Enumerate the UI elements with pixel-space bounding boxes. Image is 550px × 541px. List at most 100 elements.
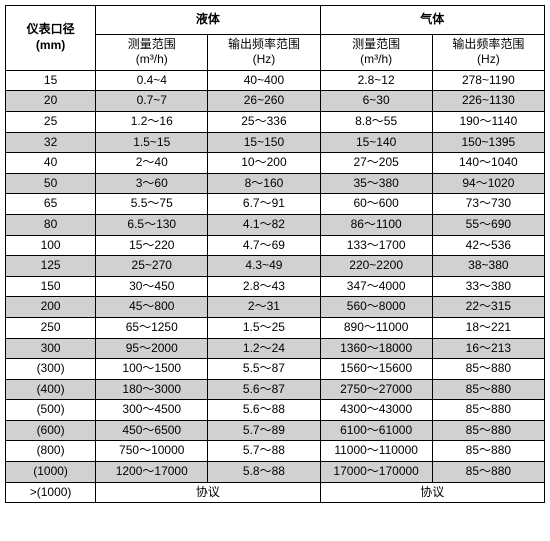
cell-diameter: 50: [6, 173, 96, 194]
header-gas: 气体: [320, 6, 544, 35]
table-row: 20045～8002～31560～800022～315: [6, 297, 545, 318]
table-header: 仪表口径 (mm) 液体 气体 测量范围 (m³/h) 输出频率范围 (Hz) …: [6, 6, 545, 71]
cell-diameter: 150: [6, 276, 96, 297]
table-row: >(1000)协议协议: [6, 482, 545, 503]
table-row: (500)300～45005.6～884300～4300085～880: [6, 400, 545, 421]
table-row: 806.5～1304.1～8286～110055～690: [6, 214, 545, 235]
cell-gas-range: 86～1100: [320, 214, 432, 235]
cell-gas-freq: 33～380: [432, 276, 544, 297]
cell-diameter: 125: [6, 256, 96, 277]
cell-liquid-freq: 5.6～87: [208, 379, 320, 400]
cell-gas-freq: 85～880: [432, 420, 544, 441]
cell-liquid-freq: 4.3~49: [208, 256, 320, 277]
cell-liquid-freq: 5.5～87: [208, 359, 320, 380]
range-label: 测量范围: [128, 37, 176, 51]
cell-diameter: 100: [6, 235, 96, 256]
cell-gas-freq: 42～536: [432, 235, 544, 256]
cell-liquid-range: 25~270: [96, 256, 208, 277]
range-unit: (m³/h): [360, 52, 392, 66]
cell-liquid-range: 5.5～75: [96, 194, 208, 215]
cell-liquid-range: 6.5～130: [96, 214, 208, 235]
table-row: (400)180～30005.6～872750～2700085～880: [6, 379, 545, 400]
cell-liquid-freq: 25～336: [208, 111, 320, 132]
cell-liquid-freq: 6.7～91: [208, 194, 320, 215]
cell-liquid-freq: 2.8～43: [208, 276, 320, 297]
cell-gas-freq: 94～1020: [432, 173, 544, 194]
cell-liquid-range: 65～1250: [96, 317, 208, 338]
cell-liquid-freq: 5.7～88: [208, 441, 320, 462]
cell-liquid-range: 1200～17000: [96, 462, 208, 483]
cell-diameter: (600): [6, 420, 96, 441]
cell-gas-range: 15~140: [320, 132, 432, 153]
cell-liquid-range: 2～40: [96, 153, 208, 174]
cell-liquid-freq: 5.8～88: [208, 462, 320, 483]
header-liquid-freq: 输出频率范围 (Hz): [208, 34, 320, 70]
diameter-label: 仪表口径: [27, 22, 75, 36]
table-row: 25065～12501.5～25890～1100018～221: [6, 317, 545, 338]
cell-gas-freq: 85～880: [432, 359, 544, 380]
cell-gas-freq: 85～880: [432, 400, 544, 421]
table-body: 150.4~440~4002.8~12278~1190200.7~726~260…: [6, 70, 545, 502]
cell-liquid-freq: 8～160: [208, 173, 320, 194]
cell-gas-range: 560～8000: [320, 297, 432, 318]
table-row: 321.5~1515~15015~140150~1395: [6, 132, 545, 153]
cell-liquid-range: 180～3000: [96, 379, 208, 400]
cell-liquid-freq: 40~400: [208, 70, 320, 91]
cell-gas-freq: 18～221: [432, 317, 544, 338]
freq-unit: (Hz): [253, 52, 276, 66]
table-row: 200.7~726~2606~30226~1130: [6, 91, 545, 112]
cell-gas-freq: 278~1190: [432, 70, 544, 91]
diameter-unit: (mm): [36, 38, 65, 52]
cell-gas-freq: 22～315: [432, 297, 544, 318]
table-row: (800)750～100005.7～8811000～11000085～880: [6, 441, 545, 462]
cell-liquid-freq: 4.1～82: [208, 214, 320, 235]
cell-liquid-freq: 10～200: [208, 153, 320, 174]
cell-diameter: >(1000): [6, 482, 96, 503]
cell-diameter: 25: [6, 111, 96, 132]
cell-liquid-range: 0.4~4: [96, 70, 208, 91]
cell-diameter: (400): [6, 379, 96, 400]
header-diameter: 仪表口径 (mm): [6, 6, 96, 71]
cell-liquid-freq: 1.5～25: [208, 317, 320, 338]
cell-gas-freq: 85～880: [432, 441, 544, 462]
cell-gas-range: 27～205: [320, 153, 432, 174]
cell-gas-range: 1360～18000: [320, 338, 432, 359]
table-row: 150.4~440~4002.8~12278~1190: [6, 70, 545, 91]
cell-liquid-range: 95～2000: [96, 338, 208, 359]
cell-diameter: 80: [6, 214, 96, 235]
range-label: 测量范围: [352, 37, 400, 51]
cell-diameter: 32: [6, 132, 96, 153]
table-row: 10015～2204.7～69133～170042～536: [6, 235, 545, 256]
cell-gas-range: 6~30: [320, 91, 432, 112]
cell-gas-freq: 85～880: [432, 462, 544, 483]
table-row: 12525~2704.3~49220~220038~380: [6, 256, 545, 277]
table-row: (300)100～15005.5～871560～1560085～880: [6, 359, 545, 380]
cell-gas-range: 2750～27000: [320, 379, 432, 400]
table-row: 30095～20001.2～241360～1800016～213: [6, 338, 545, 359]
cell-diameter: 65: [6, 194, 96, 215]
cell-liquid-freq: 5.7～89: [208, 420, 320, 441]
cell-gas-freq: 190～1140: [432, 111, 544, 132]
cell-liquid-range: 750～10000: [96, 441, 208, 462]
cell-gas-freq: 140～1040: [432, 153, 544, 174]
cell-diameter: 40: [6, 153, 96, 174]
table-row: 655.5～756.7～9160～60073～730: [6, 194, 545, 215]
cell-diameter: (800): [6, 441, 96, 462]
cell-gas-freq: 150~1395: [432, 132, 544, 153]
cell-liquid-freq: 4.7～69: [208, 235, 320, 256]
cell-gas-range: 220~2200: [320, 256, 432, 277]
freq-label: 输出频率范围: [228, 37, 300, 51]
cell-gas-range: 17000～170000: [320, 462, 432, 483]
cell-gas-range: 4300～43000: [320, 400, 432, 421]
cell-diameter: 300: [6, 338, 96, 359]
cell-diameter: (500): [6, 400, 96, 421]
cell-liquid-range: 1.2～16: [96, 111, 208, 132]
cell-gas-range: 11000～110000: [320, 441, 432, 462]
spec-table: 仪表口径 (mm) 液体 气体 测量范围 (m³/h) 输出频率范围 (Hz) …: [5, 5, 545, 503]
cell-gas-range: 8.8～55: [320, 111, 432, 132]
cell-diameter: 15: [6, 70, 96, 91]
cell-liquid-freq: 15~150: [208, 132, 320, 153]
cell-gas-merged: 协议: [320, 482, 544, 503]
cell-diameter: 20: [6, 91, 96, 112]
cell-gas-range: 60～600: [320, 194, 432, 215]
